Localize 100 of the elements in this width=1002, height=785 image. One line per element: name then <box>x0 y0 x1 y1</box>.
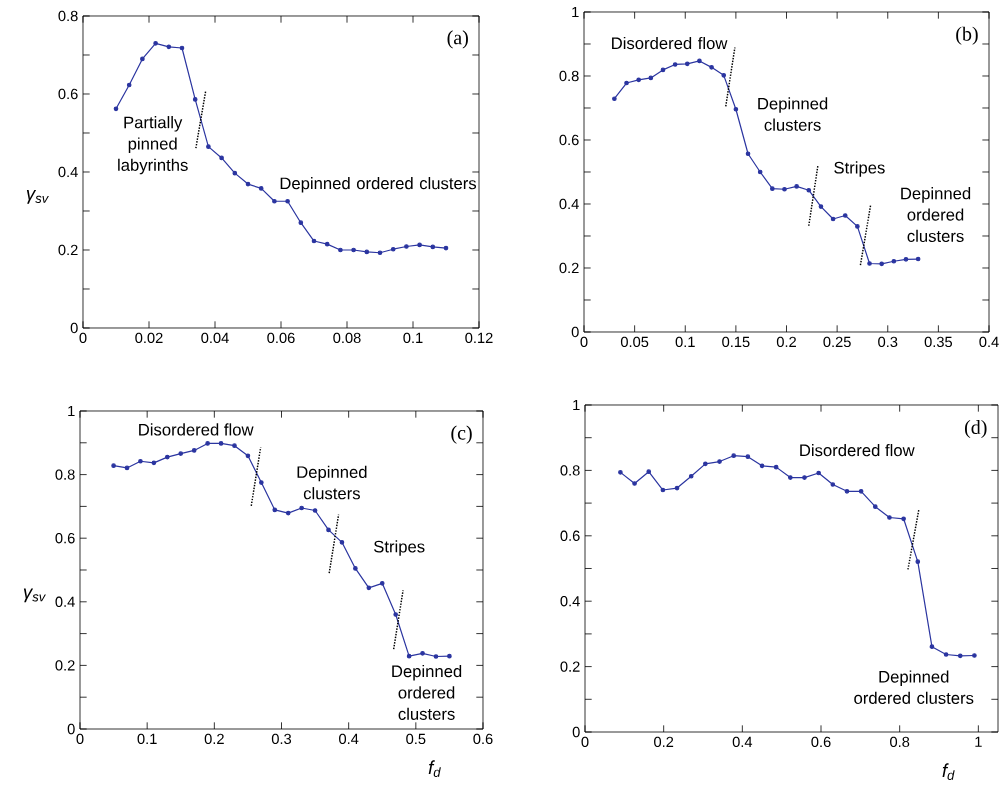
point <box>272 507 278 513</box>
y-tick-label: 0.2 <box>560 661 580 672</box>
point <box>218 441 224 446</box>
point <box>632 481 637 486</box>
point <box>879 261 885 267</box>
point <box>285 198 290 204</box>
point <box>745 151 751 157</box>
y-tick-label: 0.8 <box>560 465 580 476</box>
y-tick-label: 0.2 <box>559 262 579 274</box>
x-tick-label: 0.4 <box>979 336 999 348</box>
point <box>311 238 317 244</box>
y-axis-title: γ$_{sv}$ <box>23 588 46 603</box>
y-tick-label: 0.6 <box>58 88 78 100</box>
x-tick-label: 0.4 <box>732 736 753 748</box>
annotation: (c) <box>451 425 472 444</box>
point <box>731 453 737 459</box>
x-tick-label: 0 <box>581 736 589 748</box>
x-tick-label: 0.3 <box>878 336 898 348</box>
point <box>770 186 775 191</box>
annotation: Stripes <box>373 540 425 556</box>
point <box>153 40 158 46</box>
point <box>192 97 198 102</box>
x-tick-label: 0.05 <box>620 336 649 348</box>
x-tick-label: 0.15 <box>722 336 750 348</box>
y-tick-label: 0.4 <box>58 166 78 178</box>
annotation: Depinned clusters <box>758 97 828 131</box>
x-tick-label: 0.25 <box>823 336 851 348</box>
x-tick-label: 0.4 <box>339 733 359 745</box>
annotation: Depinned ordered clusters <box>392 664 462 720</box>
x-tick-label: 0.08 <box>333 332 361 344</box>
y-tick-label: 0.4 <box>560 596 580 607</box>
point <box>773 464 779 470</box>
point <box>660 487 666 493</box>
x-tick-label: 0.8 <box>890 736 910 748</box>
x-axis-title: f$_{d}$ <box>942 763 955 780</box>
x-tick-label: 1 <box>975 736 982 747</box>
x-tick-label: 0.06 <box>267 332 295 344</box>
point <box>379 581 385 586</box>
y-tick-label: 1 <box>572 6 579 18</box>
x-tick-label: 0.2 <box>776 336 796 348</box>
point <box>858 488 864 494</box>
point <box>245 453 251 459</box>
point <box>366 585 372 591</box>
y-tick-label: 0.8 <box>58 10 78 22</box>
point <box>709 65 714 70</box>
point <box>124 465 130 471</box>
y-tick-label: 0.2 <box>58 244 78 256</box>
point <box>364 249 370 255</box>
point <box>788 475 793 480</box>
annotation: Depinned ordered clusters <box>280 177 477 193</box>
x-tick-label: 0.6 <box>811 736 831 748</box>
point <box>717 459 722 464</box>
point <box>957 653 963 659</box>
point <box>351 247 356 253</box>
x-tick-label: 0.5 <box>406 733 426 745</box>
x-tick-label: 0.02 <box>135 332 163 344</box>
point <box>206 144 211 149</box>
point <box>818 204 824 209</box>
y-tick-label: 0.8 <box>559 70 579 82</box>
point <box>646 469 652 475</box>
point <box>219 155 224 161</box>
annotation: Depinned ordered clusters <box>854 670 974 704</box>
point <box>140 56 145 62</box>
point <box>138 458 143 464</box>
annotation: Disordered flow <box>800 443 915 457</box>
annotation: Partially pinned labyrinths <box>118 116 188 175</box>
y-tick-label: 1 <box>573 399 580 411</box>
point <box>417 242 422 248</box>
x-tick-label: 0.3 <box>271 733 292 745</box>
point <box>111 463 116 469</box>
y-tick-label: 0.4 <box>559 198 579 210</box>
point <box>929 644 935 649</box>
point <box>285 510 291 516</box>
point <box>674 485 680 491</box>
point <box>844 488 850 494</box>
point <box>245 181 251 187</box>
x-tick-label: 0.1 <box>675 336 695 348</box>
annotation: (b) <box>956 26 978 45</box>
point <box>855 224 860 229</box>
point <box>688 473 694 479</box>
y-tick-label: 0.4 <box>55 596 75 607</box>
point <box>782 186 787 192</box>
point <box>191 448 197 453</box>
x-tick-label: 0.2 <box>204 733 224 745</box>
y-tick-label: 0.6 <box>559 134 579 146</box>
point <box>830 482 836 487</box>
point <box>164 454 170 460</box>
point <box>113 106 119 112</box>
point <box>232 443 237 448</box>
point <box>612 96 617 102</box>
point <box>151 460 157 466</box>
point <box>830 216 836 222</box>
point <box>903 257 909 262</box>
point <box>618 470 623 475</box>
x-tick-label: 0.04 <box>201 332 229 344</box>
point <box>178 451 184 456</box>
point <box>672 62 678 67</box>
point <box>721 73 727 78</box>
x-tick-label: 0 <box>580 336 588 348</box>
point <box>433 654 439 659</box>
